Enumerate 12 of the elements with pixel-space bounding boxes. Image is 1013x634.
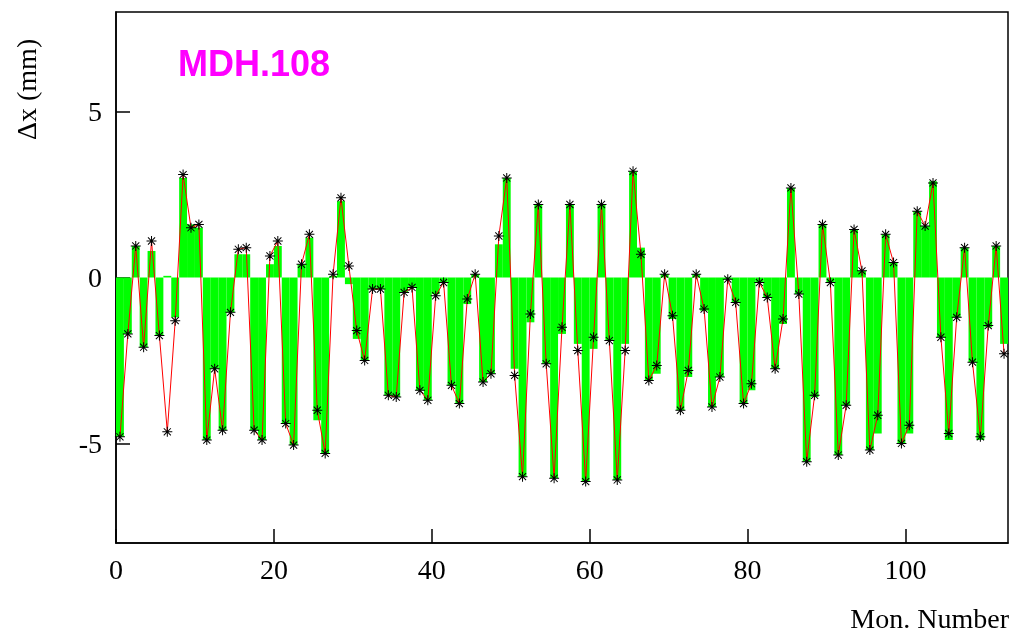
y-tick-label: 5 (88, 96, 102, 128)
x-axis-title: Mon. Number (850, 602, 1010, 634)
x-tick-label: 40 (417, 553, 446, 585)
x-tick-label: 100 (884, 553, 927, 585)
x-tick-label: 20 (259, 553, 288, 585)
x-tick-label: 80 (733, 553, 762, 585)
y-axis-title: Δx (mm) (10, 38, 42, 140)
x-tick-label: 0 (109, 553, 123, 585)
x-tick-label: 60 (575, 553, 604, 585)
y-tick-label: 0 (88, 262, 102, 293)
y-tick-label: -5 (78, 427, 102, 459)
annotation: MDH.108 (178, 42, 331, 84)
